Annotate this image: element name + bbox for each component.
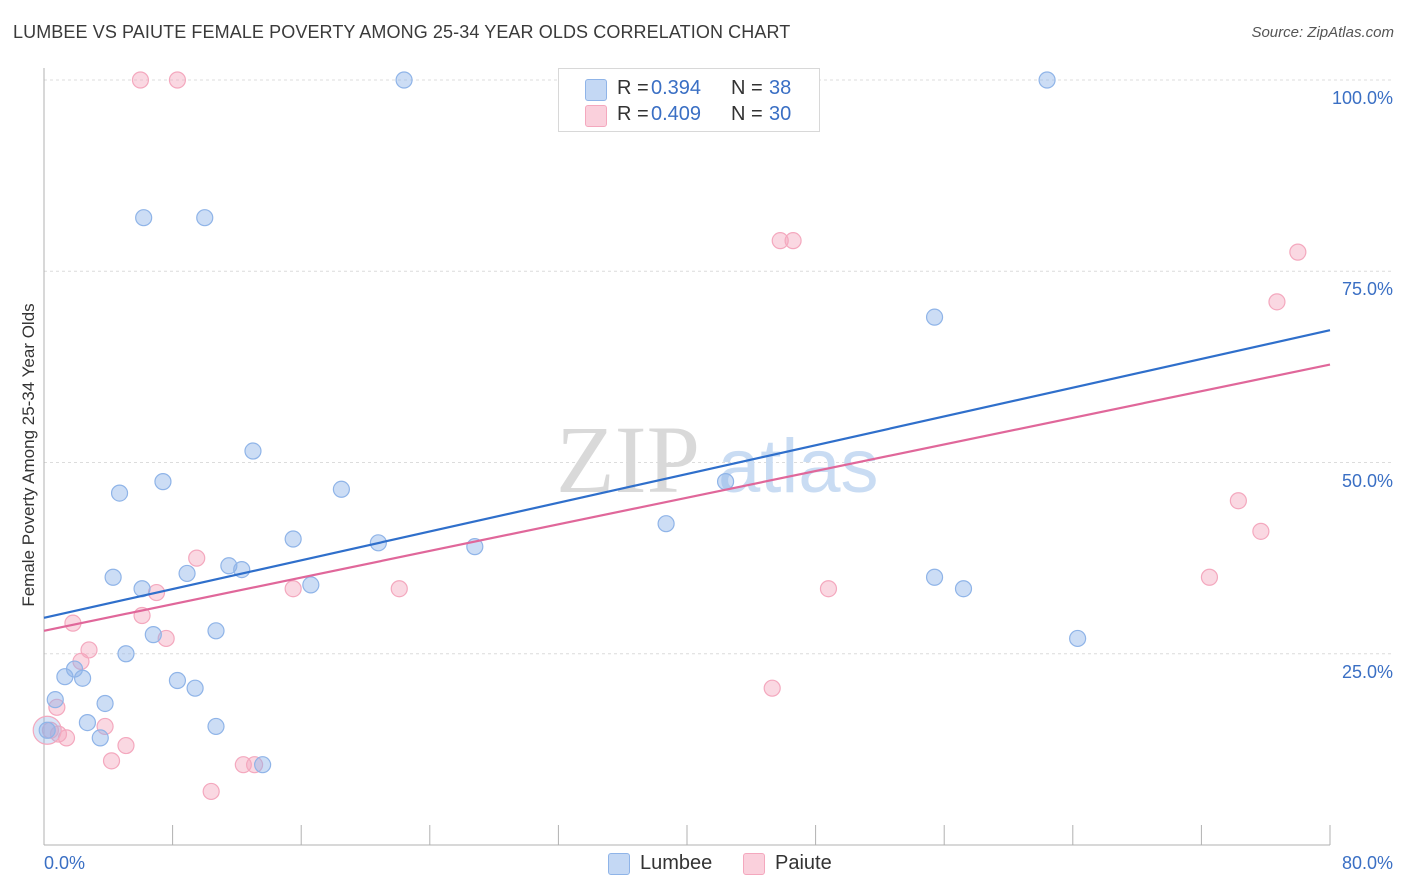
- paiute-legend-label: Paiute: [775, 852, 832, 874]
- lumbee-point: [104, 568, 122, 586]
- paiute-point: [771, 232, 789, 250]
- grid: [44, 79, 1394, 655]
- paiute-point: [49, 725, 68, 743]
- legend-r-value-lumbee: 0.394: [651, 77, 702, 99]
- lumbee-point: [78, 713, 97, 732]
- paiute-point: [131, 71, 150, 89]
- lumbee-point: [207, 717, 225, 736]
- lumbee-point: [254, 756, 272, 774]
- lumbee-legend-swatch: [608, 853, 630, 875]
- trend-lines: [43, 329, 1331, 632]
- lumbee-point: [46, 691, 64, 709]
- lumbee-point: [96, 694, 114, 713]
- lumbee-point: [154, 473, 172, 491]
- lumbee-point: [186, 679, 204, 697]
- legend-r-label: R =: [617, 77, 649, 99]
- lumbee-trend-line: [43, 329, 1331, 619]
- lumbee-legend-label: Lumbee: [640, 852, 713, 874]
- paiute-point: [157, 629, 175, 648]
- paiute-point: [168, 71, 187, 89]
- paiute-point: [1200, 568, 1219, 586]
- paiute-point: [1289, 243, 1307, 261]
- axes: [43, 68, 1331, 846]
- lumbee-point: [244, 442, 262, 460]
- paiute-point: [1229, 492, 1247, 510]
- lumbee-point: [144, 626, 162, 644]
- watermark-zip: ZIP: [556, 406, 700, 513]
- lumbee-point: [196, 209, 214, 227]
- lumbee-point: [73, 669, 92, 687]
- paiute-trend-line: [43, 363, 1331, 632]
- lumbee-point: [925, 308, 944, 326]
- y-axis-label: Female Poverty Among 25-34 Year Olds: [19, 303, 38, 606]
- lumbee-point: [178, 564, 196, 583]
- paiute-swatch: [585, 105, 607, 127]
- legend-r-value-paiute: 0.409: [651, 103, 702, 125]
- legend-n-value-paiute: 30: [769, 103, 792, 125]
- y-tick-label: 75.0%: [1342, 279, 1393, 299]
- paiute-point: [819, 580, 838, 598]
- lumbee-point: [925, 568, 944, 586]
- chart-title: LUMBEE VS PAIUTE FEMALE POVERTY AMONG 25…: [13, 22, 791, 42]
- x-tick-label: 0.0%: [44, 853, 85, 873]
- paiute-point: [80, 641, 98, 659]
- lumbee-swatch: [585, 79, 607, 101]
- legend-r-label: R =: [617, 103, 649, 125]
- lumbee-point: [657, 515, 675, 533]
- paiute-point: [188, 549, 206, 567]
- lumbee-point: [332, 480, 350, 498]
- correlation-legend: R = 0.394 N = 38 R = 0.409 N = 30: [558, 68, 820, 132]
- x-tick-label: 80.0%: [1342, 853, 1393, 873]
- paiute-point: [1268, 293, 1286, 311]
- paiute-point: [784, 232, 802, 250]
- lumbee-point: [954, 580, 973, 598]
- lumbee-point: [91, 729, 109, 747]
- y-tick-label: 100.0%: [1332, 88, 1393, 108]
- lumbee-point: [1038, 71, 1056, 89]
- lumbee-point: [168, 671, 187, 690]
- paiute-point: [284, 580, 302, 598]
- lumbee-point: [716, 473, 735, 491]
- source-label: Source: ZipAtlas.com: [1251, 24, 1394, 41]
- lumbee-point: [395, 71, 413, 89]
- y-tick-label: 25.0%: [1342, 662, 1393, 682]
- lumbee-point: [1069, 629, 1087, 648]
- y-tick-label: 50.0%: [1342, 471, 1393, 491]
- paiute-point: [390, 580, 408, 598]
- lumbee-point: [220, 557, 238, 575]
- lumbee-point: [135, 209, 153, 227]
- paiute-legend-swatch: [743, 853, 765, 875]
- lumbee-point: [110, 484, 129, 502]
- tick-labels: 25.0% 50.0% 75.0% 100.0% 0.0% 80.0%: [44, 88, 1393, 873]
- legend-n-label: N =: [731, 77, 763, 99]
- lumbee-point: [38, 721, 56, 739]
- lumbee-point: [117, 645, 135, 663]
- paiute-point: [1252, 522, 1270, 540]
- lumbee-point: [284, 530, 302, 548]
- paiute-point: [102, 752, 121, 770]
- paiute-point: [763, 679, 781, 697]
- lumbee-point-large: [32, 715, 62, 745]
- lumbee-point: [207, 622, 225, 640]
- legend-n-label: N =: [731, 103, 763, 125]
- paiute-point: [202, 782, 220, 801]
- paiute-point: [117, 736, 135, 755]
- legend-n-value-lumbee: 38: [769, 77, 792, 99]
- lumbee-point: [302, 576, 320, 594]
- watermark: ZIP atlas: [556, 406, 879, 513]
